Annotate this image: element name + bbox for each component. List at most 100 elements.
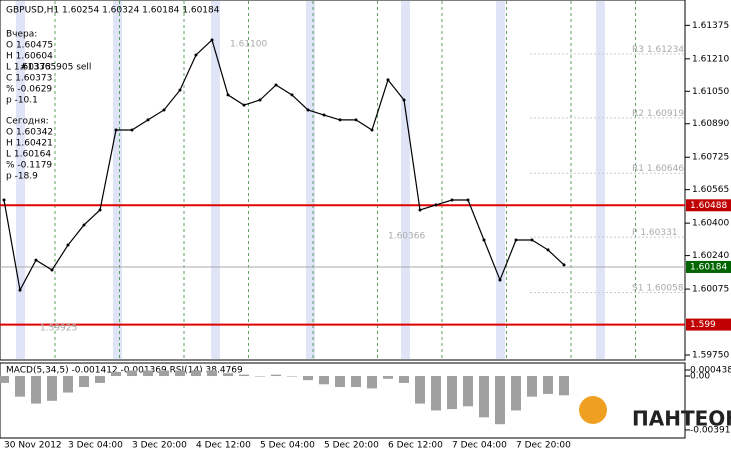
- price-point: [82, 223, 86, 227]
- info-line: % -0.1179: [6, 161, 52, 171]
- macd-bar: [431, 376, 441, 411]
- price-point: [162, 108, 166, 112]
- y-tick-label: 1.60725: [692, 153, 729, 163]
- price-point: [242, 103, 246, 107]
- macd-bar: [415, 376, 425, 404]
- brand: ПАНТЕОН: [632, 407, 731, 431]
- level-label-bg: [686, 318, 731, 331]
- y-tick-label: -0.003913: [690, 425, 731, 435]
- macd-bar: [271, 374, 281, 377]
- price-point: [482, 238, 486, 242]
- macd-bar: [527, 376, 537, 397]
- macd-bar: [255, 376, 265, 377]
- macd-bar: [47, 376, 57, 401]
- price-point: [66, 243, 70, 247]
- info-line: C 1.60373: [6, 74, 52, 84]
- session-band: [496, 1, 505, 359]
- macd-bar: [399, 376, 409, 383]
- chart-title: GBPUSD,H1 1.60254 1.60324 1.60184 1.6018…: [6, 6, 220, 16]
- info-line: Сегодня:: [6, 117, 49, 127]
- y-tick-label: 1.61210: [692, 54, 729, 64]
- x-tick-label: 7 Dec 20:00: [516, 441, 571, 451]
- macd-bar: [143, 370, 153, 377]
- price-point: [450, 198, 454, 202]
- x-tick-label: 5 Dec 04:00: [260, 441, 315, 451]
- brand-logo: [579, 396, 607, 424]
- info-line: % -0.0629: [6, 85, 52, 95]
- session-band: [113, 1, 122, 359]
- macd-title: MACD(5,34,5) -0.001412 -0.001369 RSI(14)…: [6, 366, 243, 376]
- session-band: [306, 1, 315, 359]
- price-point: [226, 93, 230, 97]
- price-point: [530, 238, 534, 242]
- macd-bar: [559, 376, 569, 396]
- info-line: H 1.60604: [6, 52, 53, 62]
- price-point: [146, 118, 150, 122]
- y-tick-label: 0.000438: [690, 365, 731, 375]
- session-band: [211, 1, 220, 359]
- session-band: [401, 1, 410, 359]
- macd-bar: [175, 370, 185, 377]
- level-label: 1.599: [690, 320, 716, 330]
- pivot-name: R2: [632, 108, 644, 118]
- price-point: [306, 108, 310, 112]
- y-tick-label: 1.61375: [692, 21, 729, 31]
- annotation: 1.59925: [40, 324, 77, 334]
- annotation: 1.60366: [388, 232, 425, 242]
- macd-bar: [127, 370, 137, 377]
- annotation: 1.61100: [230, 40, 267, 50]
- info-line: H 1.60421: [6, 139, 53, 149]
- price-point: [274, 83, 278, 87]
- pivot-value: 1.60919: [647, 108, 684, 118]
- x-tick-label: 6 Dec 12:00: [388, 441, 443, 451]
- price-point: [546, 248, 550, 252]
- x-tick-label: 30 Nov 2012: [4, 441, 62, 451]
- info-line: O 1.60475: [6, 41, 53, 51]
- macd-bar: [111, 371, 121, 377]
- info-line: L 1.60373: [6, 63, 51, 73]
- level-label-bg: [686, 260, 731, 273]
- y-tick-label: 1.59750: [692, 351, 729, 361]
- y-tick-label: 1.61050: [692, 87, 729, 97]
- info-line: L 1.60164: [6, 150, 51, 160]
- y-tick-label: 1.60400: [692, 219, 729, 229]
- pivot-value: 1.60331: [640, 228, 677, 238]
- price-point: [194, 53, 198, 57]
- session-bands: [16, 1, 605, 359]
- macd-bar: [479, 376, 489, 418]
- macd-bar: [543, 376, 553, 394]
- macd-bar: [95, 376, 105, 383]
- price-point: [418, 208, 422, 212]
- macd-bar: [367, 376, 377, 389]
- info-line: O 1.60342: [6, 128, 53, 138]
- pivot-label: S1 1.60058: [632, 283, 684, 293]
- price-point: [402, 98, 406, 102]
- macd-bar: [383, 376, 393, 379]
- price-point: [370, 128, 374, 132]
- info-line: p -10.1: [6, 96, 38, 106]
- macd-bar: [15, 376, 25, 397]
- macd-bar: [63, 376, 73, 393]
- y-tick-label: 0.00: [690, 372, 710, 382]
- info-line: Вчера:: [6, 30, 37, 40]
- y-tick-label: 1.60240: [692, 251, 729, 261]
- price-point: [434, 203, 438, 207]
- annotation: #13365905 sell: [20, 63, 91, 73]
- price-point: [290, 93, 294, 97]
- macd-bar: [159, 370, 169, 377]
- pivot-label: R2 1.60919: [632, 108, 684, 118]
- price-point: [354, 118, 358, 122]
- price-point: [98, 208, 102, 212]
- pivot-label: P 1.60331: [632, 228, 678, 238]
- x-tick-label: 3 Dec 20:00: [132, 441, 187, 451]
- macd-bar: [31, 376, 41, 404]
- pivot-value: 1.60646: [647, 164, 684, 174]
- macd-bar: [287, 376, 297, 377]
- price-point: [322, 113, 326, 117]
- price-point: [562, 263, 566, 267]
- price-point: [466, 198, 470, 202]
- pivot-label: R1 1.60646: [632, 164, 684, 174]
- x-tick-label: 7 Dec 04:00: [452, 441, 507, 451]
- macd-bar: [223, 373, 233, 377]
